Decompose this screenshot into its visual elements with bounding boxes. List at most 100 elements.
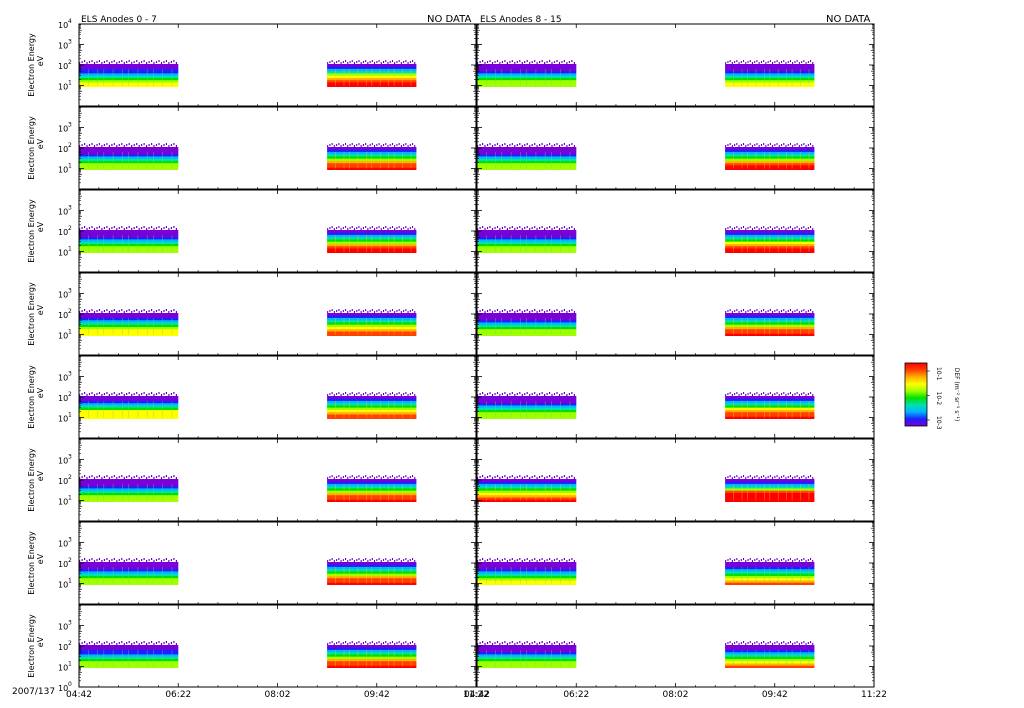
speckle — [170, 227, 172, 229]
speckle — [534, 641, 536, 643]
speckle — [571, 309, 573, 311]
speckle — [765, 643, 767, 645]
figure-labels: ELS Anodes 0 - 7 NO DATA ELS Anodes 8 - … — [12, 14, 870, 697]
speckle — [329, 476, 331, 478]
speckle — [798, 643, 800, 645]
speckle — [168, 477, 170, 479]
colorbar-tick-label: 10-2 — [935, 392, 942, 406]
speckle — [729, 558, 731, 560]
speckle — [116, 311, 118, 313]
speckle — [378, 226, 380, 228]
speckle — [86, 560, 88, 562]
speckle — [358, 475, 360, 477]
speckle — [345, 309, 347, 311]
speckle — [534, 143, 536, 145]
speckle — [794, 61, 796, 63]
speckle — [374, 228, 376, 230]
spectro-band — [79, 232, 179, 235]
speckle — [731, 477, 733, 479]
spectro-band — [477, 562, 577, 565]
speckle — [514, 394, 516, 396]
speckle — [91, 641, 93, 643]
speckle — [327, 62, 329, 64]
speckle — [549, 475, 551, 477]
speckle — [88, 559, 91, 561]
spectro-band — [477, 481, 577, 484]
speckle — [521, 394, 523, 396]
speckle — [389, 61, 391, 63]
speckle — [405, 143, 407, 145]
speckle — [727, 476, 729, 478]
speckle — [541, 475, 543, 477]
speckle — [360, 394, 362, 396]
speckle — [783, 475, 785, 477]
spectro-band — [725, 396, 815, 399]
speckle — [763, 392, 765, 394]
speckle — [561, 642, 563, 644]
speckle — [84, 60, 86, 62]
speckle — [340, 394, 342, 396]
speckle — [519, 226, 521, 228]
speckle — [781, 642, 783, 644]
spectro-band — [725, 149, 815, 152]
speckle — [810, 392, 812, 394]
speckle — [398, 558, 400, 560]
speckle — [356, 642, 358, 644]
spectro-band — [327, 84, 417, 87]
speckle — [778, 228, 780, 230]
speckle — [494, 310, 496, 312]
speckle — [160, 62, 163, 64]
speckle — [758, 311, 760, 313]
speckle — [526, 641, 528, 643]
speckle — [776, 143, 778, 145]
speckle — [489, 558, 491, 560]
speckle — [769, 309, 771, 311]
speckle — [783, 641, 785, 643]
speckle — [516, 144, 518, 146]
speckle — [394, 477, 396, 479]
speckle — [787, 227, 789, 229]
speckle — [529, 643, 531, 645]
y-tick-exponent: 3 — [68, 205, 72, 212]
speckle — [98, 558, 100, 560]
speckle — [734, 476, 736, 478]
speckle — [556, 309, 558, 311]
speckle — [558, 228, 561, 230]
speckle — [731, 228, 733, 230]
spectro-band — [725, 479, 815, 482]
speckle — [801, 559, 803, 561]
spectro-band — [477, 396, 577, 399]
speckle — [160, 560, 163, 562]
speckle — [516, 227, 518, 229]
speckle — [371, 641, 373, 643]
spectro-band — [477, 564, 577, 567]
speckle — [403, 476, 405, 478]
speckle — [153, 394, 155, 396]
speckle — [765, 560, 767, 562]
speckle — [807, 144, 809, 146]
speckle — [170, 476, 172, 478]
speckle — [160, 228, 163, 230]
speckle — [414, 62, 416, 64]
speckle — [756, 60, 758, 62]
speckle — [781, 476, 783, 478]
speckle — [383, 144, 385, 146]
speckle — [141, 476, 143, 478]
speckle — [774, 393, 776, 395]
speckle — [336, 476, 338, 478]
speckle — [736, 309, 738, 311]
speckle — [165, 226, 167, 228]
speckle — [501, 310, 503, 312]
speckle — [758, 560, 760, 562]
speckle — [571, 143, 573, 145]
speckle — [126, 559, 128, 561]
speckle — [765, 145, 767, 147]
speckle — [170, 559, 172, 561]
y-tick-exponent: 1 — [68, 661, 72, 668]
speckle — [551, 145, 553, 147]
speckle — [365, 392, 367, 394]
speckle — [385, 226, 387, 228]
y-tick-label: 10 — [58, 457, 68, 466]
speckle — [367, 394, 369, 396]
